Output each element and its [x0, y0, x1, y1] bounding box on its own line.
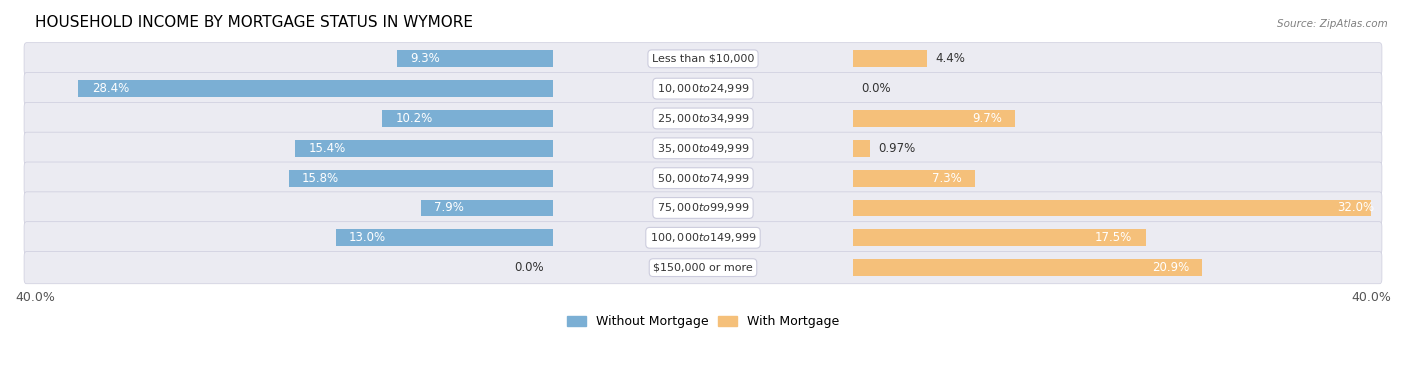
Text: 7.9%: 7.9%: [434, 201, 464, 215]
FancyBboxPatch shape: [24, 132, 1382, 164]
Legend: Without Mortgage, With Mortgage: Without Mortgage, With Mortgage: [562, 310, 844, 333]
Text: 15.4%: 15.4%: [309, 142, 346, 155]
FancyBboxPatch shape: [24, 251, 1382, 284]
Text: 0.0%: 0.0%: [862, 82, 891, 95]
Bar: [398, 51, 553, 67]
Bar: [853, 230, 1146, 246]
Bar: [79, 80, 553, 97]
Bar: [288, 170, 553, 187]
Bar: [295, 140, 553, 157]
Text: $75,000 to $99,999: $75,000 to $99,999: [657, 201, 749, 215]
Text: Source: ZipAtlas.com: Source: ZipAtlas.com: [1277, 19, 1388, 29]
Text: 10.2%: 10.2%: [395, 112, 433, 125]
Text: 20.9%: 20.9%: [1152, 261, 1189, 274]
Bar: [853, 170, 976, 187]
Text: 0.97%: 0.97%: [877, 142, 915, 155]
Bar: [853, 259, 1202, 276]
Text: 4.4%: 4.4%: [935, 52, 965, 65]
Text: $100,000 to $149,999: $100,000 to $149,999: [650, 231, 756, 244]
Bar: [382, 110, 553, 127]
Text: 13.0%: 13.0%: [349, 231, 387, 244]
Text: 9.3%: 9.3%: [411, 52, 440, 65]
Bar: [853, 110, 1015, 127]
Text: Less than $10,000: Less than $10,000: [652, 54, 754, 64]
FancyBboxPatch shape: [24, 222, 1382, 254]
FancyBboxPatch shape: [24, 162, 1382, 194]
Text: HOUSEHOLD INCOME BY MORTGAGE STATUS IN WYMORE: HOUSEHOLD INCOME BY MORTGAGE STATUS IN W…: [35, 15, 472, 30]
Text: 17.5%: 17.5%: [1095, 231, 1132, 244]
FancyBboxPatch shape: [24, 192, 1382, 224]
Bar: [853, 199, 1388, 216]
Bar: [420, 199, 553, 216]
FancyBboxPatch shape: [24, 102, 1382, 135]
Text: $10,000 to $24,999: $10,000 to $24,999: [657, 82, 749, 95]
Text: 32.0%: 32.0%: [1337, 201, 1375, 215]
Bar: [853, 51, 927, 67]
Text: $25,000 to $34,999: $25,000 to $34,999: [657, 112, 749, 125]
Text: 7.3%: 7.3%: [932, 172, 962, 185]
Text: 9.7%: 9.7%: [972, 112, 1002, 125]
FancyBboxPatch shape: [24, 72, 1382, 105]
Text: $35,000 to $49,999: $35,000 to $49,999: [657, 142, 749, 155]
FancyBboxPatch shape: [24, 43, 1382, 75]
Text: 15.8%: 15.8%: [302, 172, 339, 185]
Bar: [336, 230, 553, 246]
Text: $150,000 or more: $150,000 or more: [654, 263, 752, 273]
Text: 0.0%: 0.0%: [515, 261, 544, 274]
Text: $50,000 to $74,999: $50,000 to $74,999: [657, 172, 749, 185]
Text: 28.4%: 28.4%: [91, 82, 129, 95]
Bar: [853, 140, 869, 157]
